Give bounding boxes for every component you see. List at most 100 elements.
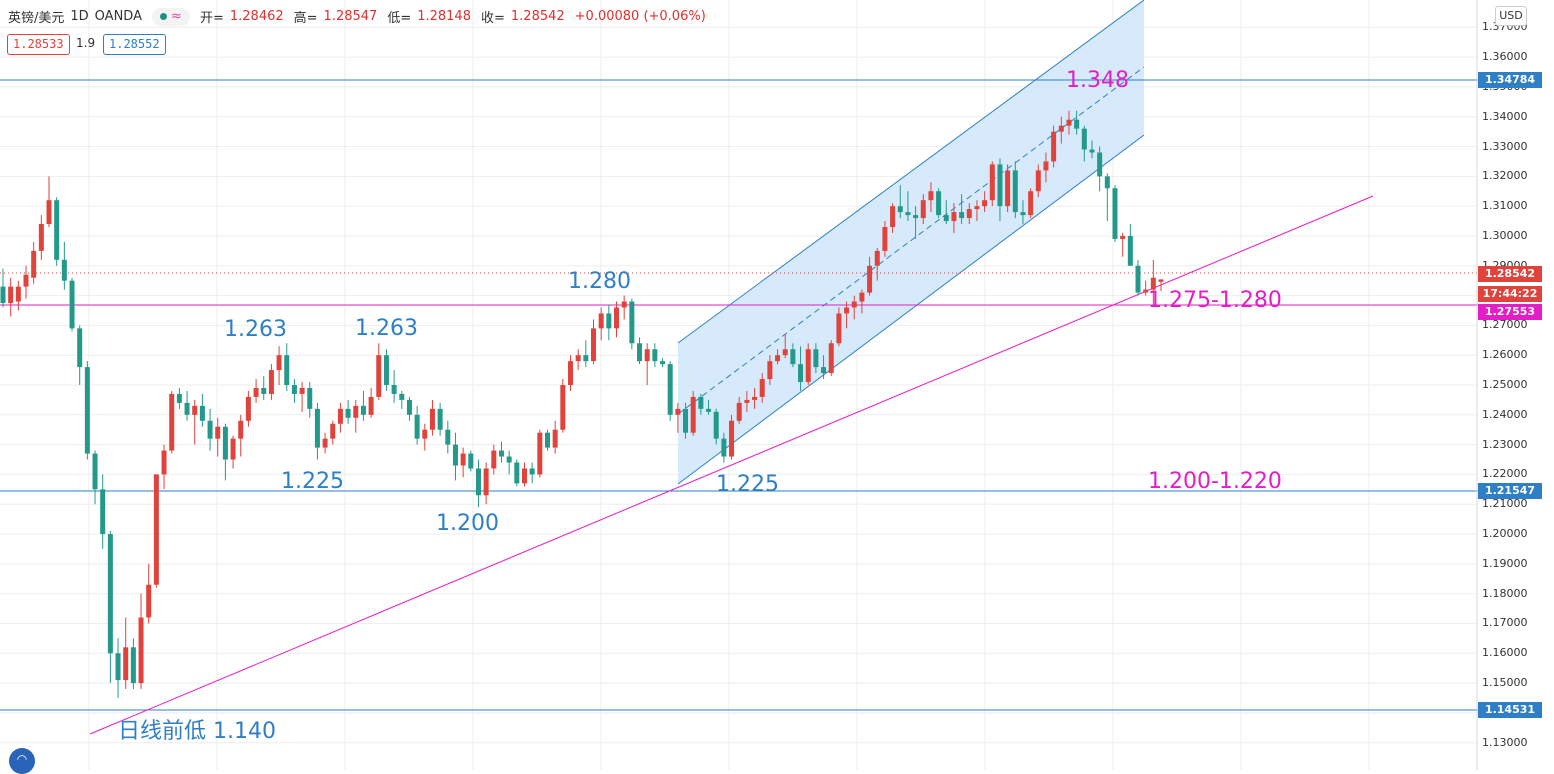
candle-body — [15, 286, 21, 302]
candle-body — [736, 402, 742, 421]
candle-body — [460, 453, 466, 466]
candle-body — [215, 426, 221, 439]
candle-body — [84, 367, 90, 454]
candle-body — [1066, 119, 1072, 126]
candle-body — [314, 408, 320, 448]
trendline-pink[interactable] — [89, 195, 1374, 735]
candle-body — [529, 468, 535, 475]
candle-body — [345, 408, 351, 418]
candle-body — [199, 405, 205, 421]
annotation-1.225-left: 1.225 — [281, 469, 344, 494]
price-axis-label: 1.15000 — [1482, 676, 1528, 690]
candle-body — [1074, 119, 1080, 129]
candle-body — [698, 396, 704, 409]
price-axis-label: 1.34000 — [1482, 109, 1528, 123]
candle-body — [268, 370, 274, 394]
price-axis-label: 1.13000 — [1482, 735, 1528, 749]
channel-lower-line[interactable] — [677, 134, 1145, 485]
candle-body — [905, 212, 911, 216]
annotation-1.263-left: 1.263 — [224, 317, 287, 342]
candle-body — [406, 399, 412, 415]
annotation-zone-1.275-1.280: 1.275-1.280 — [1148, 288, 1282, 313]
candle-body — [61, 259, 67, 281]
candle-body — [966, 209, 972, 219]
candle-body — [544, 432, 550, 448]
candle-body — [606, 313, 612, 329]
candle-body — [230, 438, 236, 460]
candle-body — [675, 408, 681, 415]
symbol-name[interactable]: 英镑/美元 — [8, 11, 65, 26]
annotation-1.348: 1.348 — [1066, 68, 1129, 93]
price-axis-label: 1.17000 — [1482, 616, 1528, 630]
candle-body — [920, 200, 926, 219]
annotation-1.200: 1.200 — [436, 511, 499, 536]
candle-body — [997, 164, 1003, 207]
candle-body — [1020, 212, 1026, 216]
candle-body — [115, 653, 121, 681]
candle-body — [391, 385, 397, 394]
wave-icon: ≈ — [171, 9, 182, 24]
candle-body — [322, 438, 328, 448]
candle-body — [644, 349, 650, 362]
channel-mid-line[interactable] — [677, 66, 1145, 415]
price-tag-1.21547: 1.21547 — [1478, 483, 1542, 499]
annotation-1.280: 1.280 — [568, 269, 631, 294]
candle-body — [936, 191, 942, 216]
candle-body — [184, 402, 190, 415]
market-open-icon — [160, 13, 168, 20]
candle-body — [107, 534, 113, 654]
market-status-toggle[interactable]: ≈ — [151, 7, 190, 26]
price-axis-label: 1.32000 — [1482, 169, 1528, 183]
price-axis-label: 1.18000 — [1482, 586, 1528, 600]
tradingview-logo-icon[interactable]: ◠ — [9, 748, 35, 774]
candle-body — [1097, 152, 1103, 177]
candle-body — [690, 396, 696, 433]
candle-body — [552, 429, 558, 448]
price-tag-current: 1.28542 — [1478, 266, 1542, 282]
candle-body — [1035, 170, 1041, 192]
price-axis-label: 1.20000 — [1482, 527, 1528, 541]
spread-value: 1.9 — [76, 36, 96, 50]
candle-body — [882, 227, 888, 251]
candle-body — [583, 355, 589, 362]
annotation-1.225-right: 1.225 — [716, 472, 779, 497]
close-value: 1.28542 — [510, 9, 565, 24]
candle-body — [775, 355, 781, 362]
candle-body — [821, 367, 827, 374]
candle-body — [161, 450, 167, 475]
candles — [0, 110, 1164, 698]
candle-body — [429, 408, 435, 430]
candle-body — [974, 206, 980, 210]
candle-body — [1112, 188, 1118, 239]
candle-body — [652, 349, 658, 362]
candle-body — [468, 453, 474, 469]
candle-body — [138, 617, 144, 684]
candle-body — [399, 393, 405, 400]
candle-body — [629, 301, 635, 344]
candle-body — [353, 405, 359, 418]
chart-header: 英镑/美元 1D OANDA ≈ 开= 1.28462 高= 1.28547 低= 1… — [8, 7, 710, 26]
candle-body — [851, 301, 857, 308]
candle-body — [782, 349, 788, 356]
open-label: 开= — [199, 11, 224, 26]
buy-price-box[interactable]: 1.28552 — [103, 34, 166, 55]
candle-body — [759, 379, 765, 397]
candle-body — [1005, 170, 1011, 207]
price-axis-label: 1.30000 — [1482, 228, 1528, 242]
channel-upper-line[interactable] — [677, 0, 1145, 344]
candle-body — [767, 361, 773, 380]
candle-body — [874, 250, 880, 266]
interval[interactable]: 1D — [70, 9, 89, 24]
candle-body — [798, 364, 804, 383]
candle-body — [1058, 125, 1064, 132]
candle-body — [989, 164, 995, 201]
price-axis-label: 1.31000 — [1482, 199, 1528, 213]
candle-body — [943, 215, 949, 222]
candle-body — [667, 364, 673, 415]
candle-body — [614, 307, 620, 329]
currency-button[interactable]: USD — [1495, 6, 1527, 26]
candle-body — [176, 393, 182, 403]
sell-price-box[interactable]: 1.28533 — [7, 34, 70, 55]
candle-body — [1028, 191, 1034, 216]
